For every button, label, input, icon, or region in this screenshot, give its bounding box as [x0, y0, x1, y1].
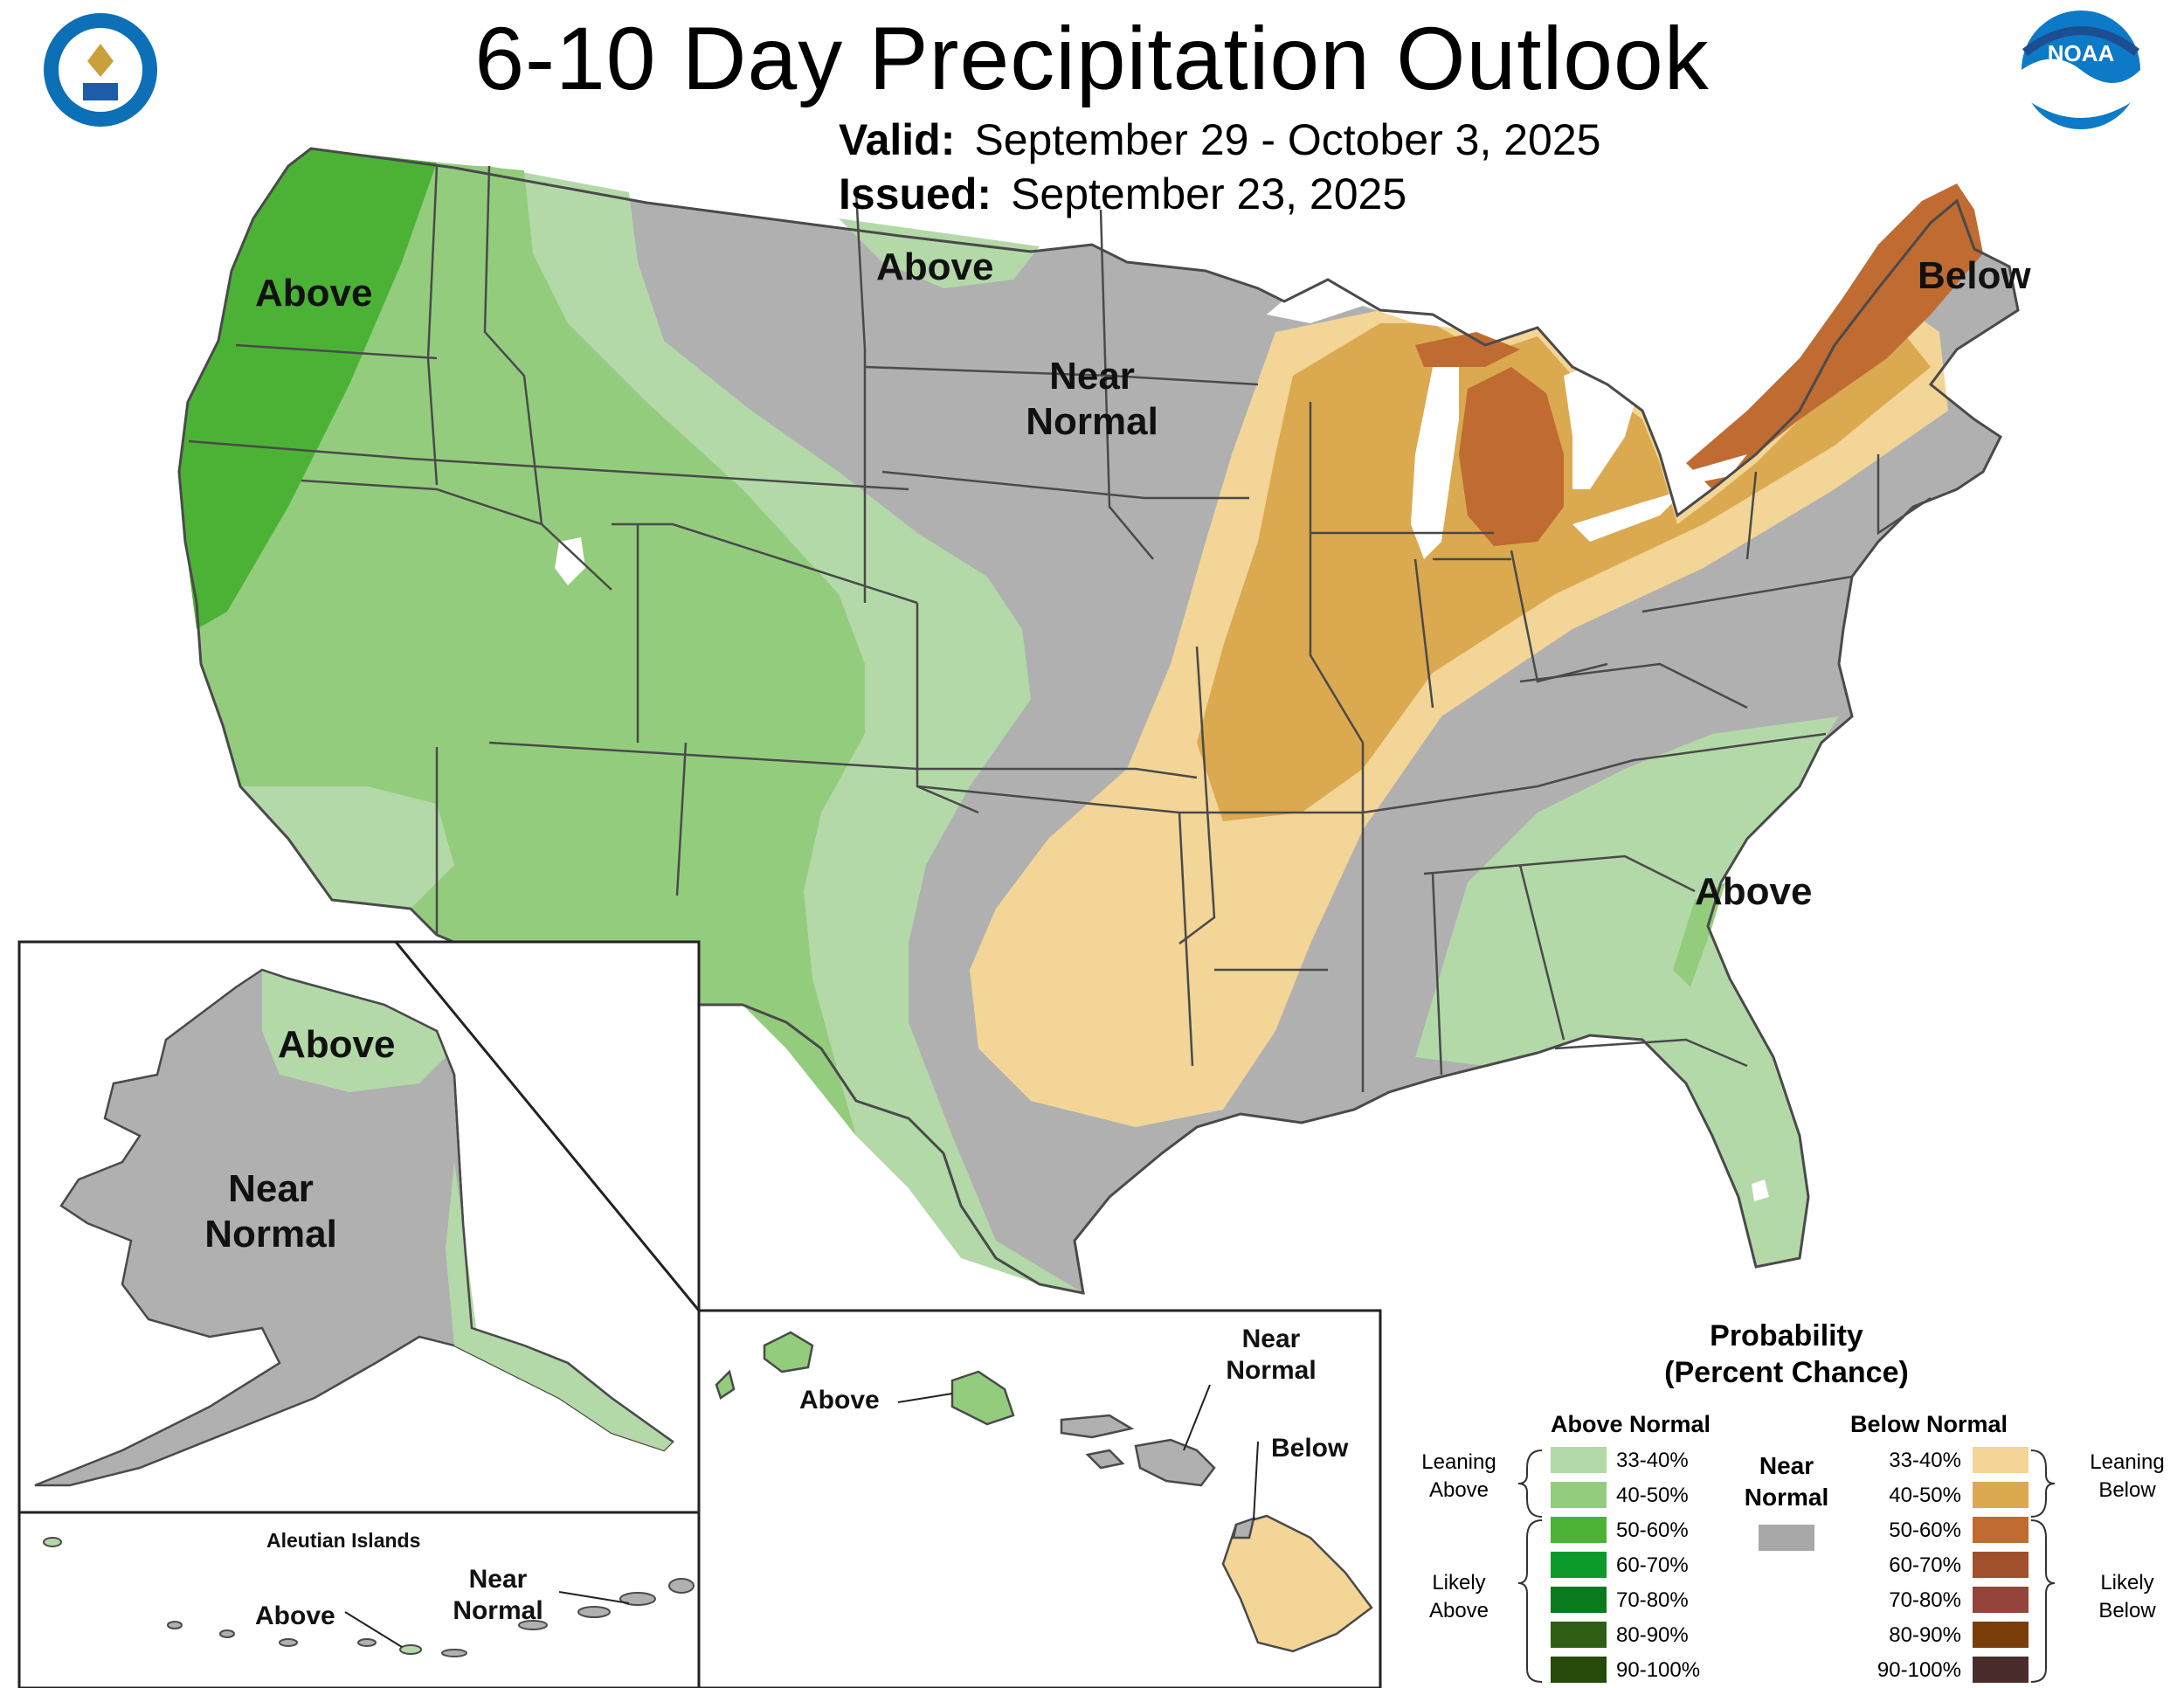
legend-below-header: Below Normal — [1850, 1411, 2008, 1437]
noaa-logo-icon: NOAA — [2022, 10, 2140, 129]
legend-above-swatch — [1551, 1657, 1607, 1683]
below-50-60-michigan-region — [1459, 367, 1564, 546]
aleutian-inset-frame — [17, 1511, 701, 1688]
legend-above-label: 80-90% — [1616, 1623, 1689, 1647]
label-hawaii-above: Above — [799, 1386, 880, 1415]
legend-above-label: 90-100% — [1616, 1658, 1701, 1682]
legend-below-label: 90-100% — [1876, 1658, 1961, 1682]
legend-above-swatch — [1551, 1622, 1607, 1648]
legend-above-swatch — [1551, 1587, 1607, 1613]
above-33-40-north-region — [839, 218, 1040, 288]
aleutian-islands-shapes — [43, 1537, 695, 1657]
legend-near-normal-swatch — [1759, 1525, 1814, 1551]
valid-label: Valid: — [839, 115, 956, 164]
great-salt-lake — [555, 537, 585, 585]
legend-above-header: Above Normal — [1551, 1411, 1711, 1437]
state-boundaries — [188, 165, 1932, 1092]
legend-leaning-above: Leaning Above — [1421, 1450, 1496, 1502]
legend-title: Probability (Percent Chance) — [1664, 1319, 1909, 1389]
issued-value: September 23, 2025 — [1011, 169, 1407, 218]
above-50-60-pacific-northwest-region — [179, 149, 437, 629]
legend-above-label: 33-40% — [1616, 1449, 1689, 1472]
legend-below-label: 60-70% — [1889, 1553, 1961, 1577]
legend-below-swatch — [1973, 1587, 2028, 1613]
page-title: 6-10 Day Precipitation Outlook — [474, 9, 1710, 108]
label-central-near: Near Normal — [1026, 355, 1158, 443]
legend-below-swatch — [1973, 1482, 2028, 1508]
label-aleutian-title: Aleutian Islands — [266, 1529, 421, 1552]
legend-below-label: 40-50% — [1889, 1484, 1961, 1507]
below-50-60-upper-mi-region — [1415, 332, 1520, 367]
label-northeast-below: Below — [1918, 254, 2031, 297]
legend-below-swatch — [1973, 1657, 2028, 1683]
lake-okeechobee — [1752, 1180, 1769, 1201]
legend-below-label: 80-90% — [1889, 1623, 1961, 1647]
valid-value: September 29 - October 3, 2025 — [974, 115, 1601, 164]
lake-michigan — [1411, 367, 1459, 559]
legend-above-label: 60-70% — [1616, 1553, 1689, 1577]
issued-line: Issued: September 23, 2025 — [839, 168, 1406, 220]
legend-below-label: 50-60% — [1889, 1519, 1961, 1542]
legend-above-swatch — [1551, 1447, 1607, 1473]
legend-above-swatch — [1551, 1517, 1607, 1543]
lake-huron — [1564, 358, 1642, 489]
legend-likely-below: Likely Below — [2098, 1571, 2156, 1622]
hawaii-islands-shapes — [715, 1331, 1373, 1653]
legend-braces — [1517, 1449, 2056, 1683]
label-hawaii-below: Below — [1271, 1434, 1349, 1463]
above-33-40-southeast-region — [1415, 716, 1839, 1267]
legend-below-label: 70-80% — [1889, 1588, 1961, 1612]
legend-likely-above: Likely Above — [1428, 1571, 1489, 1622]
department-of-commerce-seal-icon — [44, 13, 157, 127]
below-50-60-northeast-region — [1686, 183, 1983, 489]
lake-erie — [1572, 489, 1686, 542]
noaa-logo-text: NOAA — [2048, 40, 2115, 66]
above-40-50-west-region — [179, 162, 865, 1136]
legend-below-label: 33-40% — [1889, 1449, 1961, 1472]
legend-below-swatch — [1973, 1447, 2028, 1473]
alaska-above-north-region — [262, 970, 446, 1092]
legend-above-label: 50-60% — [1616, 1519, 1689, 1542]
label-aleutian-near: Near Normal — [453, 1565, 543, 1625]
legend-below-swatch — [1973, 1517, 2028, 1543]
legend-below-swatch — [1973, 1622, 2028, 1648]
lake-ontario — [1686, 454, 1747, 485]
label-alaska-near: Near Normal — [204, 1167, 337, 1256]
label-alaska-above: Above — [278, 1023, 396, 1066]
label-southeast-above: Above — [1695, 870, 1813, 913]
lake-superior — [1267, 249, 1590, 332]
label-hawaii-near: Near Normal — [1226, 1325, 1317, 1385]
legend-above-label: 70-80% — [1616, 1588, 1689, 1612]
legend-above-swatch — [1551, 1482, 1607, 1508]
legend-above-swatch — [1551, 1552, 1607, 1578]
label-north-above: Above — [876, 246, 994, 288]
legend-below-swatch — [1973, 1552, 2028, 1578]
valid-line: Valid: September 29 - October 3, 2025 — [839, 114, 1600, 166]
legend-near-normal: Near Normal — [1744, 1452, 1829, 1511]
label-west-above: Above — [255, 272, 373, 315]
issued-label: Issued: — [839, 169, 992, 218]
label-aleutian-above: Above — [255, 1602, 335, 1630]
below-40-50-region — [1197, 301, 1931, 821]
legend-leaning-below: Leaning Below — [2090, 1450, 2165, 1502]
legend-above-label: 40-50% — [1616, 1484, 1689, 1507]
alaska-above-panhandle-region — [446, 1162, 673, 1450]
